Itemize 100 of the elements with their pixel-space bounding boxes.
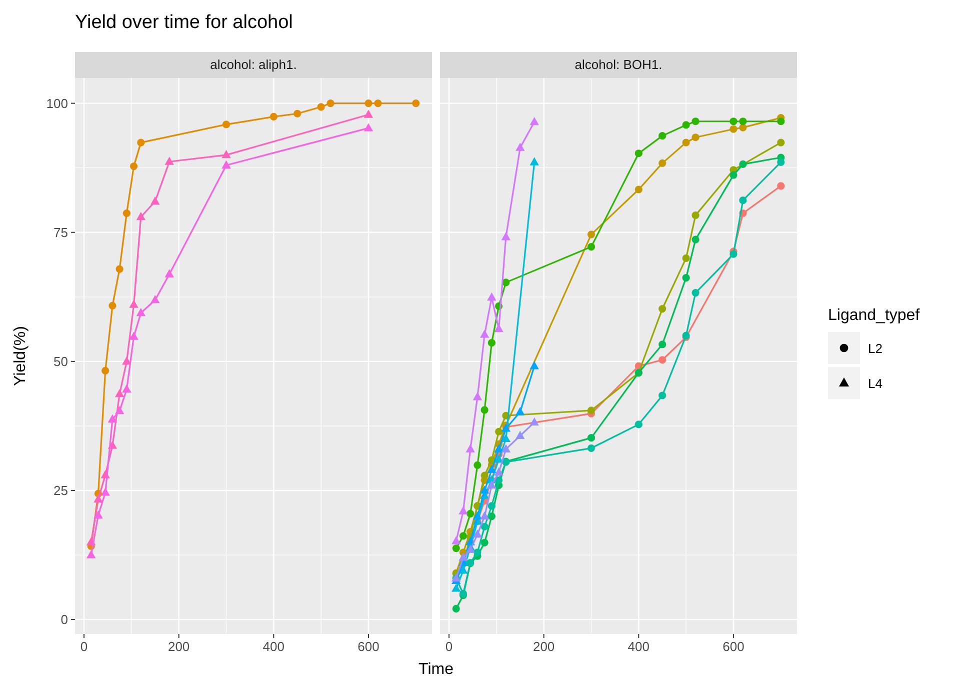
point (472, 511, 482, 520)
point (494, 467, 504, 476)
point (658, 392, 666, 400)
point (114, 388, 124, 398)
point (222, 120, 230, 128)
x-tick-label: 600 (722, 639, 744, 654)
x-tick-label: 600 (358, 639, 380, 654)
y-tick-label: 25 (54, 482, 68, 498)
point (114, 406, 124, 414)
point (682, 254, 690, 262)
point (137, 138, 145, 146)
point (466, 444, 475, 452)
point (130, 162, 138, 170)
point (100, 488, 110, 496)
point (122, 209, 130, 218)
point (270, 112, 278, 121)
point (412, 99, 420, 108)
point (472, 392, 482, 400)
point (587, 243, 596, 251)
point (501, 434, 510, 442)
point (587, 406, 596, 414)
y-tick-label: 100 (46, 96, 68, 111)
point (458, 506, 468, 514)
point (587, 444, 596, 452)
chart-subtitle: alcohol: aliph1. (210, 57, 297, 72)
point (472, 529, 482, 538)
x-tick-label: 0 (445, 639, 453, 654)
point (530, 116, 539, 126)
point (474, 548, 482, 556)
point (317, 103, 325, 111)
point (682, 138, 690, 146)
point (730, 125, 738, 133)
x-tick-label: 200 (168, 639, 190, 654)
point (458, 552, 468, 561)
point (480, 406, 488, 414)
point (530, 157, 539, 166)
point (480, 538, 488, 546)
point (474, 461, 482, 469)
point (730, 118, 738, 126)
point (480, 485, 490, 494)
point (364, 123, 374, 132)
point (374, 99, 382, 108)
text: L2 (868, 341, 882, 356)
point (480, 330, 490, 338)
point (480, 522, 488, 530)
point (116, 265, 124, 273)
point (466, 510, 474, 518)
legend-title: Ligand_typef (828, 307, 920, 324)
point (222, 150, 231, 158)
point (587, 230, 596, 238)
point (739, 160, 747, 168)
point (452, 544, 460, 552)
point (108, 302, 116, 310)
point (692, 118, 700, 126)
point (480, 472, 488, 480)
point (739, 196, 747, 204)
point (452, 584, 461, 592)
point (730, 171, 738, 179)
point (164, 269, 174, 278)
point (94, 494, 103, 502)
x-tick-label: 400 (262, 639, 284, 654)
point (692, 134, 700, 142)
point (129, 332, 138, 340)
point (326, 99, 334, 108)
point (682, 274, 690, 282)
point (739, 118, 747, 126)
point (587, 434, 596, 442)
point (658, 159, 666, 167)
point (94, 510, 103, 518)
point (777, 182, 785, 190)
point (494, 476, 503, 484)
point (102, 366, 110, 375)
point (364, 99, 372, 108)
point (136, 212, 146, 220)
point (459, 532, 468, 540)
point (692, 288, 700, 297)
point (530, 417, 539, 426)
point (136, 308, 146, 316)
point (487, 464, 496, 474)
point (658, 340, 666, 348)
x-axis-title: Time (418, 661, 454, 678)
point (777, 118, 785, 126)
point (452, 536, 461, 544)
y-tick-label: 75 (54, 224, 68, 240)
point (692, 236, 700, 244)
point (488, 339, 496, 347)
point (480, 511, 490, 520)
point (108, 414, 118, 422)
point (634, 420, 642, 428)
point (364, 110, 374, 118)
chart-title: Yield over time for alcohol (75, 12, 293, 33)
point (501, 232, 510, 240)
point (777, 138, 785, 146)
point (129, 300, 138, 308)
point (86, 550, 96, 558)
point (658, 132, 666, 140)
point (122, 384, 132, 392)
point (501, 444, 510, 452)
x-tick-label: 0 (80, 639, 88, 654)
point (487, 480, 496, 489)
